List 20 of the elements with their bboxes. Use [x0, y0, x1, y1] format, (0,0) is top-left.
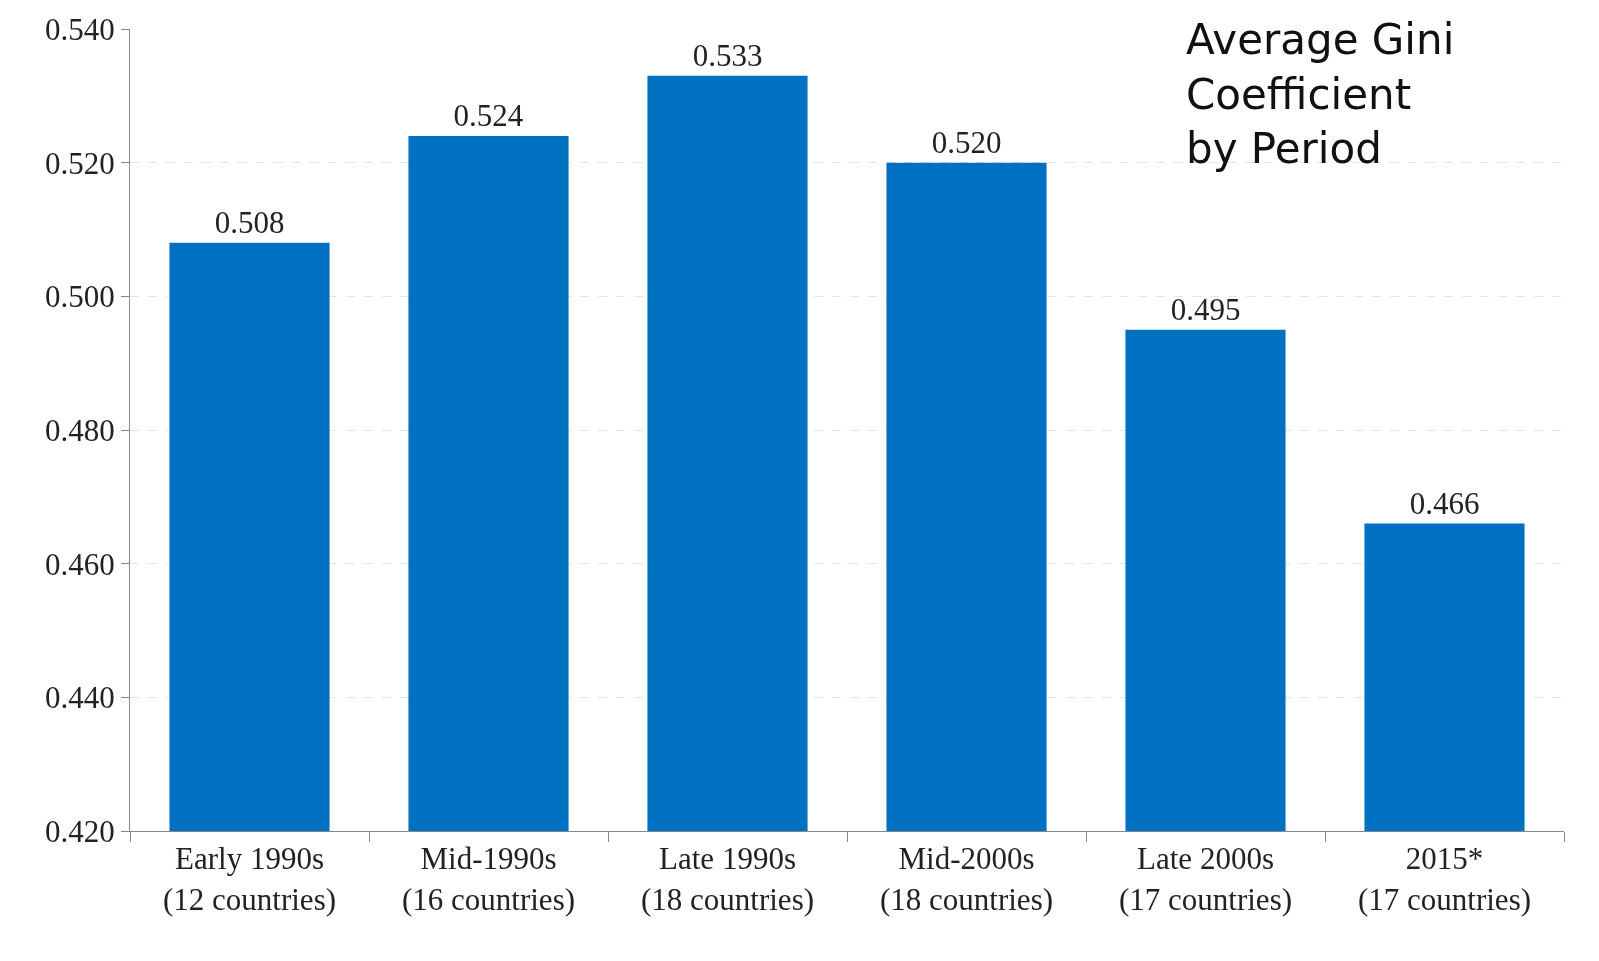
- text: Average Gini Coefficient by Period: [1186, 15, 1455, 174]
- x-tick-label: Early 1990s (12 countries): [162, 841, 337, 917]
- y-tick-label: 0.420: [45, 813, 115, 849]
- x-tick-label: Late 2000s (17 countries): [1118, 841, 1293, 917]
- y-tick-label: 0.540: [45, 11, 115, 47]
- data-label: 0.508: [214, 204, 285, 240]
- data-label: 0.524: [453, 97, 524, 133]
- y-tick-label: 0.460: [45, 546, 115, 582]
- x-tick-label: Late 1990s (18 countries): [640, 841, 815, 917]
- data-label: 0.520: [931, 124, 1002, 160]
- x-tick-label: 2015* (17 countries): [1357, 841, 1532, 917]
- y-tick-label: 0.480: [45, 412, 115, 448]
- data-label: 0.533: [692, 37, 763, 73]
- y-tick-label: 0.440: [45, 680, 115, 716]
- data-label: 0.495: [1170, 291, 1241, 327]
- data-label: 0.466: [1409, 485, 1480, 521]
- y-tick-label: 0.520: [45, 145, 115, 181]
- x-tick-label: Mid-1990s (16 countries): [401, 841, 576, 917]
- x-tick-label: Mid-2000s (18 countries): [879, 841, 1054, 917]
- y-tick-label: 0.500: [45, 279, 115, 315]
